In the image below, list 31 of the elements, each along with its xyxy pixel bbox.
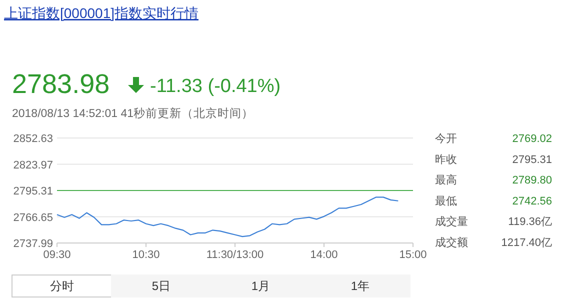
y-tick-label: 2737.99 bbox=[13, 238, 53, 250]
text: 2018/08/13 14:52:01 41秒前更新（北京时间） bbox=[12, 106, 254, 120]
y-tick-label: 2795.31 bbox=[13, 186, 53, 198]
text: 成交额 bbox=[435, 236, 468, 249]
x-tick-label: 11:30/13:00 bbox=[206, 249, 264, 261]
y-tick-label: 2766.65 bbox=[13, 212, 53, 224]
text: 昨收 bbox=[435, 154, 457, 166]
text: 119.36亿 bbox=[508, 216, 552, 228]
y-tick-label: 2823.97 bbox=[13, 159, 53, 172]
text: 1年 bbox=[350, 279, 370, 293]
text: 2789.80 bbox=[512, 174, 552, 187]
text: 2783.98 bbox=[12, 69, 110, 99]
text: 1月 bbox=[251, 279, 270, 293]
text: 成交量 bbox=[435, 215, 468, 228]
x-tick-label: 15:00 bbox=[399, 249, 427, 261]
text: 最低 bbox=[435, 195, 457, 208]
x-tick-label: 14:00 bbox=[310, 249, 338, 261]
text: 分时 bbox=[50, 279, 74, 293]
text: 2769.02 bbox=[512, 133, 552, 145]
text: 今开 bbox=[435, 133, 457, 145]
x-tick-label: 10:30 bbox=[132, 249, 160, 261]
y-tick-label: 2852.63 bbox=[13, 133, 53, 145]
text: 2795.31 bbox=[512, 154, 552, 166]
text: 1217.40亿 bbox=[501, 237, 552, 249]
text: 2742.56 bbox=[512, 195, 552, 208]
text: 5日 bbox=[152, 279, 171, 293]
text: -11.33 (-0.41%) bbox=[150, 76, 281, 97]
x-tick-label: 09:30 bbox=[43, 249, 71, 261]
text: 最高 bbox=[435, 174, 457, 187]
line-series bbox=[56, 196, 399, 238]
chart-title: 上证指数[000001]指数实时行情 bbox=[4, 5, 198, 21]
